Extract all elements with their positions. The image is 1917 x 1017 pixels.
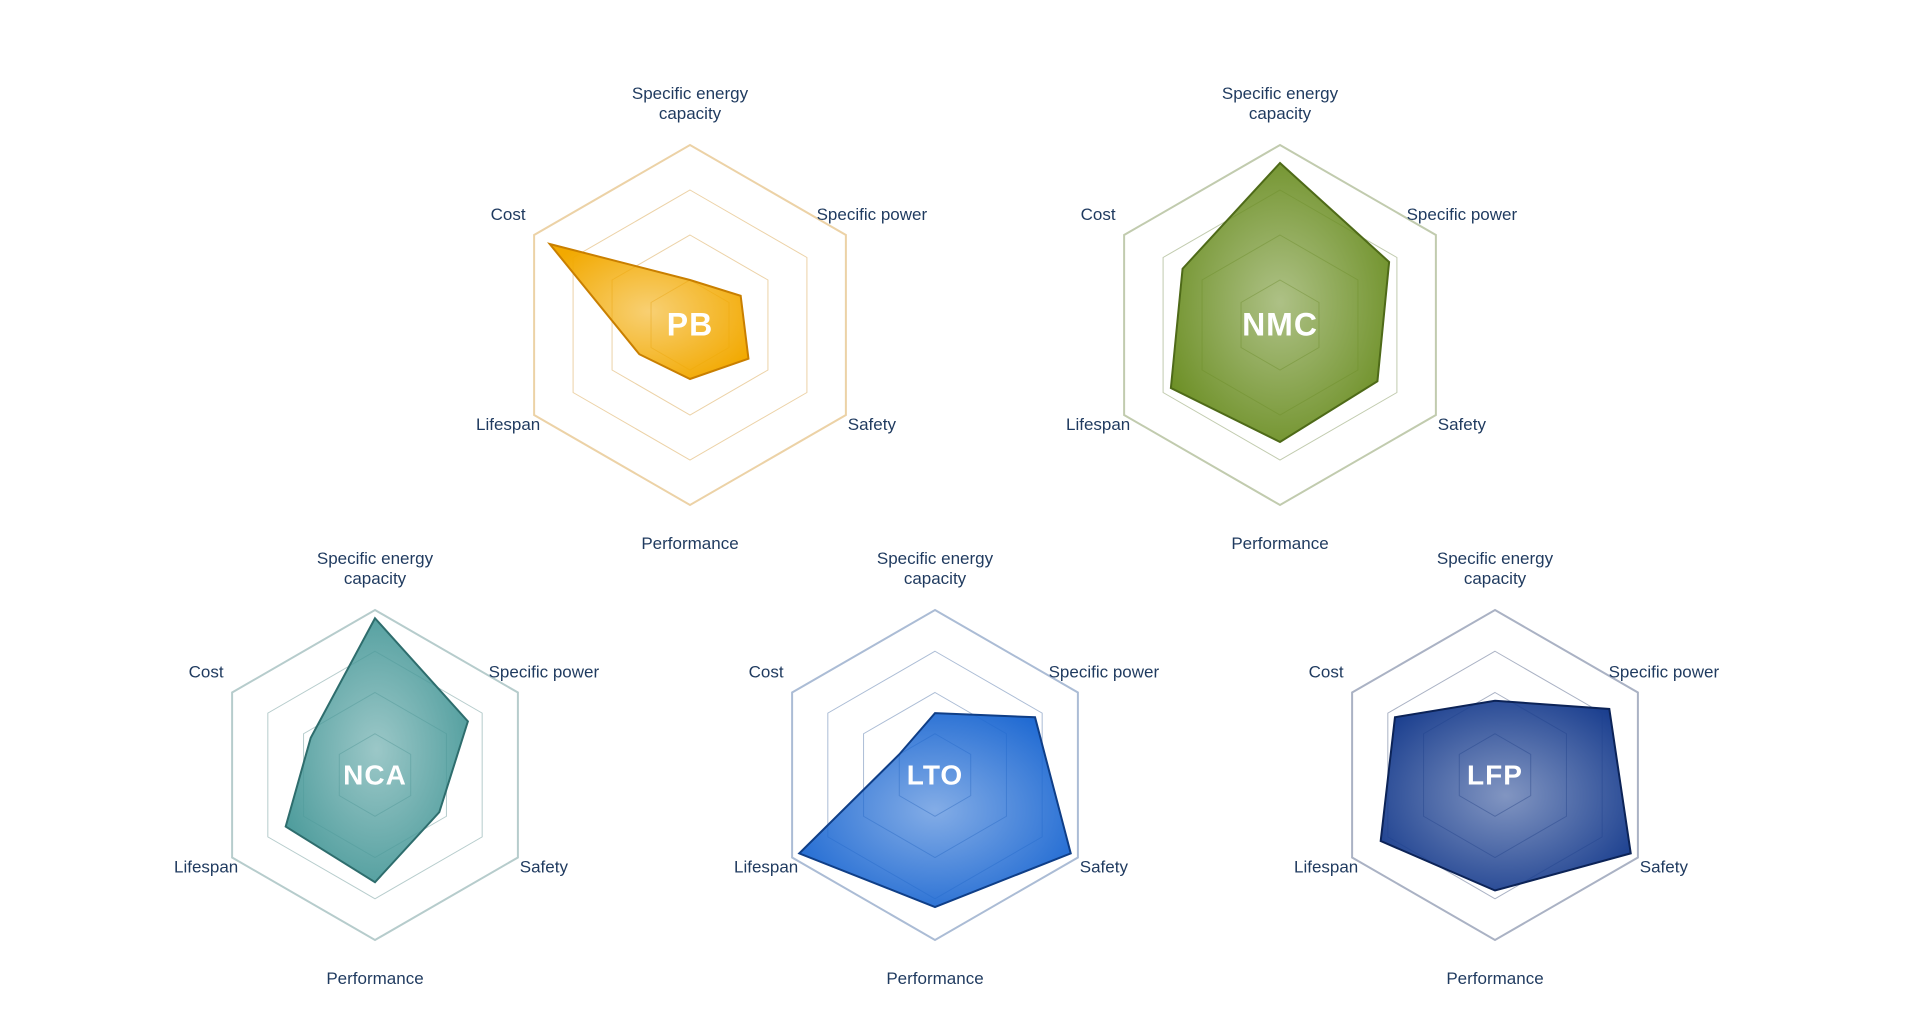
- radar-center-label: NCA: [343, 759, 407, 790]
- radar-axis-label: Specific power: [817, 205, 928, 224]
- radar-axis-label: Lifespan: [1066, 415, 1130, 434]
- radar-axis-label: Specific energycapacity: [1437, 549, 1554, 588]
- radar-center-label: PB: [667, 306, 713, 342]
- radar-axis-label: Cost: [491, 205, 526, 224]
- radar-center-label: LFP: [1467, 759, 1523, 790]
- radar-axis-label: Performance: [326, 969, 423, 988]
- radar-axis-label: Safety: [848, 415, 897, 434]
- radar-axis-label: Specific energycapacity: [877, 549, 994, 588]
- radar-axis-label: Performance: [886, 969, 983, 988]
- radar-data-area: [799, 713, 1070, 907]
- radar-data-area: [550, 244, 749, 379]
- radar-axis-label: Specific energycapacity: [632, 84, 749, 123]
- radar-axis-label: Specific power: [489, 663, 600, 682]
- radar-center-label: LTO: [907, 759, 963, 790]
- radar-axis-label: Specific power: [1407, 205, 1518, 224]
- radar-axis-label: Safety: [1640, 858, 1689, 877]
- radar-axis-label: Cost: [189, 663, 224, 682]
- radar-axis-label: Lifespan: [1294, 858, 1358, 877]
- radar-axis-label: Lifespan: [476, 415, 540, 434]
- radar-axis-label: Cost: [1309, 663, 1344, 682]
- radar-chart-nmc: NMC Specific energycapacity Specific power…: [1010, 55, 1550, 595]
- radar-axis-label: Performance: [1446, 969, 1543, 988]
- radar-chart-nca: NCA Specific energycapacity Specific power…: [120, 520, 630, 1017]
- radar-axis-label: Cost: [1081, 205, 1116, 224]
- radar-axis-label: Cost: [749, 663, 784, 682]
- radar-axis-label: Lifespan: [734, 858, 798, 877]
- radar-chart-lto: LTO Specific energycapacity Specific power…: [680, 520, 1190, 1017]
- radar-axis-label: Safety: [520, 858, 569, 877]
- radar-data-area: [286, 618, 468, 882]
- radar-data-area: [1381, 701, 1631, 891]
- radar-data-area: [1171, 163, 1389, 442]
- radar-axis-label: Specific energycapacity: [317, 549, 434, 588]
- radar-chart-lfp: LFP Specific energycapacity Specific power…: [1240, 520, 1750, 1017]
- radar-axis-label: Specific power: [1049, 663, 1160, 682]
- radar-center-label: NMC: [1242, 306, 1318, 342]
- radar-axis-label: Safety: [1438, 415, 1487, 434]
- radar-axis-label: Specific energycapacity: [1222, 84, 1339, 123]
- radar-axis-label: Lifespan: [174, 858, 238, 877]
- radar-axis-label: Safety: [1080, 858, 1129, 877]
- radar-chart-pb: PB Specific energycapacity Specific power S…: [420, 55, 960, 595]
- radar-axis-label: Specific power: [1609, 663, 1720, 682]
